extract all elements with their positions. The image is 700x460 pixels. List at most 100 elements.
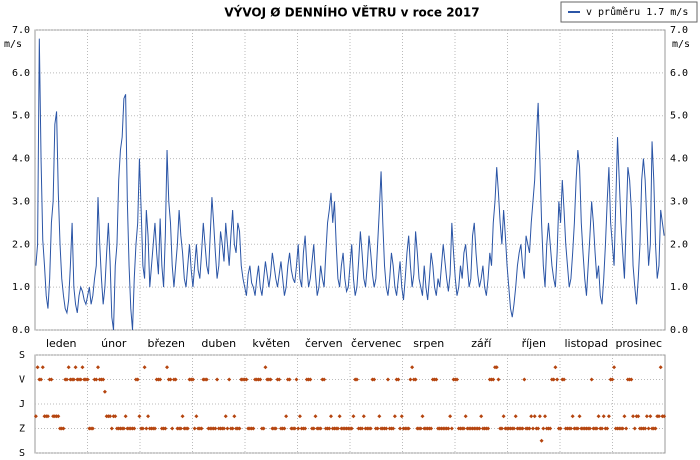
point (308, 377, 313, 382)
point (294, 377, 299, 382)
point (144, 426, 149, 431)
y-tick-label: 6.0 (12, 68, 30, 79)
y2-tick-label: 6.0 (670, 68, 688, 79)
point (399, 414, 404, 419)
point (548, 426, 553, 431)
point (568, 426, 573, 431)
point (622, 414, 627, 419)
y-tick-label: J (19, 399, 25, 410)
point (558, 426, 563, 431)
point (368, 426, 373, 431)
point (113, 414, 118, 419)
point (137, 414, 142, 419)
point (337, 414, 342, 419)
point (361, 414, 366, 419)
point (73, 365, 78, 370)
point (420, 414, 425, 419)
y-tick-label: V (19, 375, 25, 386)
x-tick-label: březen (147, 337, 185, 350)
point (222, 426, 226, 431)
point (448, 414, 453, 419)
point (318, 426, 323, 431)
y-tick-label: 7.0 (12, 25, 30, 36)
point (529, 414, 534, 419)
point (258, 377, 263, 382)
point (610, 377, 615, 382)
point (392, 414, 397, 419)
point (418, 426, 423, 431)
point (45, 414, 50, 419)
y-tick-label: 1.0 (12, 282, 30, 293)
point (297, 414, 302, 419)
point (594, 426, 599, 431)
point (486, 426, 491, 431)
y-tick-label: S (19, 448, 25, 459)
point (463, 414, 468, 419)
point (513, 414, 518, 419)
x-tick-label: leden (46, 337, 77, 350)
point (587, 426, 592, 431)
point (158, 377, 163, 382)
y2-tick-label: 2.0 (670, 239, 688, 250)
y2-tick-label: 1.0 (670, 282, 688, 293)
point (33, 414, 38, 419)
point (527, 426, 532, 431)
point (322, 377, 327, 382)
point (551, 377, 556, 382)
point (180, 414, 185, 419)
y-tick-label: 3.0 (12, 196, 30, 207)
point (123, 414, 128, 419)
point (204, 377, 209, 382)
point (244, 377, 249, 382)
point (511, 426, 516, 431)
point (284, 414, 289, 419)
point (562, 377, 567, 382)
point (94, 377, 99, 382)
point (311, 426, 316, 431)
point (351, 414, 356, 419)
point (537, 414, 542, 419)
point (600, 426, 604, 431)
point (354, 377, 359, 382)
point (142, 365, 147, 370)
x-tick-label: červenec (351, 337, 401, 350)
point (653, 426, 658, 431)
point (108, 414, 113, 419)
point (555, 377, 560, 382)
point (66, 365, 71, 370)
point (78, 377, 83, 382)
point (282, 426, 287, 431)
point (101, 377, 106, 382)
y2-tick-label: 0.0 (670, 325, 688, 336)
point (190, 377, 195, 382)
point (313, 414, 318, 419)
point (479, 414, 484, 419)
point (596, 414, 601, 419)
point (636, 414, 641, 419)
y2-tick-label: 7.0 (670, 25, 688, 36)
point (536, 426, 541, 431)
point (56, 414, 61, 419)
y-tick-label: 2.0 (12, 239, 30, 250)
point (632, 426, 637, 431)
point (296, 426, 301, 431)
point (499, 426, 504, 431)
point (268, 377, 273, 382)
point (494, 365, 499, 370)
point (215, 377, 220, 382)
point (90, 426, 95, 431)
point (163, 426, 168, 431)
point (121, 426, 126, 431)
point (40, 365, 45, 370)
point (477, 426, 482, 431)
point (227, 377, 232, 382)
point (643, 426, 648, 431)
point (648, 414, 653, 419)
chart-title: VÝVOJ Ø DENNÍHO VĚTRU v roce 2017 (224, 5, 479, 20)
point (449, 426, 454, 431)
y-tick-label: 5.0 (12, 111, 30, 122)
point (152, 426, 157, 431)
legend (560, 1, 698, 23)
point (178, 426, 183, 431)
point (375, 426, 380, 431)
